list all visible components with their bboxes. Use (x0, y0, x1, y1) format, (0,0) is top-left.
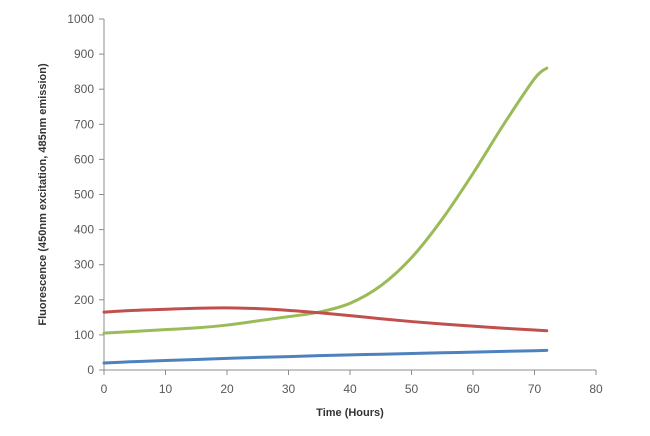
x-tick-label: 30 (282, 382, 296, 396)
y-tick-label: 900 (74, 47, 94, 61)
y-tick-label: 800 (74, 82, 94, 96)
x-tick-label: 20 (220, 382, 234, 396)
y-tick-label: 500 (74, 188, 94, 202)
y-tick-label: 700 (74, 117, 94, 131)
x-tick-label: 70 (528, 382, 542, 396)
chart-axes (103, 19, 596, 371)
y-tick-label: 600 (74, 152, 94, 166)
x-axis-ticks: 0 10 20 30 40 50 60 70 80 (101, 370, 603, 396)
y-tick-label: 100 (74, 328, 94, 342)
series-line-2 (102, 306, 549, 333)
y-tick-label: 300 (74, 258, 94, 272)
x-axis-title: Time (Hours) (316, 407, 384, 419)
x-tick-label: 60 (466, 382, 480, 396)
series-line-3 (102, 348, 549, 365)
chart-series (102, 66, 549, 365)
y-tick-label: 200 (74, 293, 94, 307)
y-axis-ticks: 0 100 200 300 400 500 600 700 800 900 1000 (67, 12, 104, 377)
x-tick-label: 50 (405, 382, 419, 396)
series-line-1 (102, 66, 549, 335)
y-tick-label: 1000 (67, 12, 94, 26)
x-tick-label: 40 (343, 382, 357, 396)
x-tick-label: 10 (159, 382, 173, 396)
y-tick-label: 400 (74, 223, 94, 237)
y-axis-title: Fluorescence (450nm excitation, 485nm em… (37, 63, 49, 326)
y-tick-label: 0 (87, 363, 94, 377)
x-tick-label: 0 (101, 382, 108, 396)
x-tick-label: 80 (589, 382, 603, 396)
